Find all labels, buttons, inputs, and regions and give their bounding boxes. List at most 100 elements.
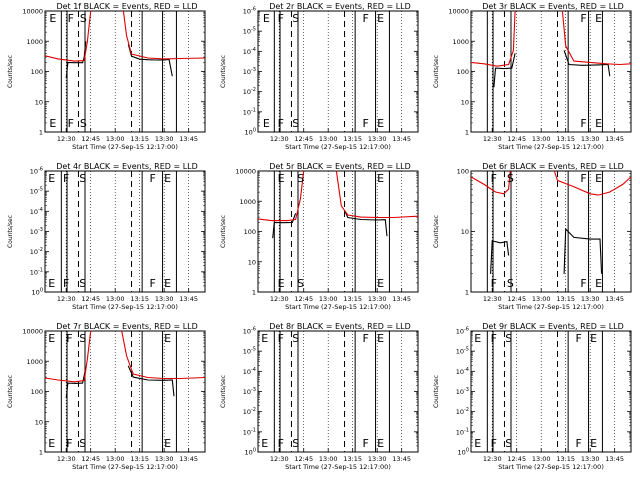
x-axis-label: Start Time (27-Sep-15 12:17:00)	[285, 303, 391, 311]
event-rate-line	[344, 210, 388, 237]
orbit-marker-label-top: F	[580, 12, 586, 25]
y-tick-label: 100	[244, 228, 256, 236]
chart-panel: Det 8r BLACK = Events, RED = LLD Counts/s…	[220, 322, 419, 471]
orbit-marker-label: E	[48, 277, 55, 290]
x-axis-label: Start Time (27-Sep-15 12:17:00)	[72, 143, 178, 151]
y-tick-label: 1	[465, 129, 469, 137]
plot-frame	[470, 330, 632, 453]
chart-panel: Det 9r BLACK = Events, RED = LLD Counts/s…	[433, 322, 632, 471]
orbit-marker-label: S	[297, 277, 304, 290]
orbit-marker-label-top: F	[149, 172, 155, 185]
orbit-marker-label-top: F	[278, 332, 284, 345]
x-tick-label: 13:00	[319, 295, 338, 303]
chart-title: Det 8r BLACK = Events, RED = LLD	[269, 322, 411, 331]
y-tick-label: 1	[39, 449, 43, 457]
x-tick-label: 13:30	[368, 135, 387, 143]
x-axis-label: Start Time (27-Sep-15 12:17:00)	[498, 463, 604, 471]
orbit-marker-label-top: F	[278, 12, 284, 25]
x-tick-label: 13:30	[581, 455, 600, 463]
y-axis-label: Counts/sec	[433, 55, 440, 88]
orbit-marker-label-top: S	[80, 12, 87, 25]
orbit-marker-label-top: E	[48, 172, 55, 185]
orbit-marker-label-top: F	[575, 332, 581, 345]
x-axis-label: Start Time (27-Sep-15 12:17:00)	[498, 143, 604, 151]
y-axis-label: Counts/sec	[7, 215, 14, 248]
x-tick-label: 13:15	[343, 135, 362, 143]
x-tick-label: 13:45	[605, 135, 624, 143]
chart-panel: Det 3r BLACK = Events, RED = LLD Counts/s…	[433, 2, 632, 151]
y-tick-label: 10000	[448, 8, 469, 16]
y-axis-label: Counts/sec	[220, 215, 227, 248]
x-tick-label: 13:00	[106, 455, 125, 463]
lld-rate-line	[470, 170, 511, 195]
y-tick-label: 10	[461, 98, 469, 106]
orbit-marker-label-top: F	[66, 332, 72, 345]
orbit-marker-label: S	[79, 277, 86, 290]
orbit-marker-label: F	[362, 437, 368, 450]
orbit-marker-label: E	[377, 277, 384, 290]
x-tick-label: 13:00	[532, 455, 551, 463]
orbit-marker-label: F	[491, 437, 497, 450]
orbit-marker-label: F	[575, 437, 581, 450]
orbit-marker-label-top: E	[278, 172, 285, 185]
orbit-marker-label-top: F	[68, 12, 74, 25]
y-tick-label: 100	[31, 388, 43, 396]
x-tick-label: 13:45	[392, 455, 411, 463]
orbit-marker-label: E	[261, 437, 268, 450]
orbit-marker-label-top: S	[505, 332, 512, 345]
y-tick-label: 100	[245, 448, 256, 457]
orbit-marker-label: F	[580, 277, 586, 290]
chart-title: Det 3r BLACK = Events, RED = LLD	[482, 2, 624, 11]
x-tick-label: 12:30	[270, 295, 289, 303]
orbit-marker-label: E	[49, 117, 56, 130]
plot-frame	[257, 170, 419, 293]
y-tick-label: 10-5	[243, 27, 256, 36]
y-axis-label: Counts/sec	[220, 55, 227, 88]
y-tick-label: 10-3	[30, 227, 43, 236]
x-tick-label: 12:30	[57, 455, 76, 463]
orbit-marker-label: E	[595, 277, 602, 290]
orbit-marker-label: F	[580, 117, 586, 130]
y-axis-label: Counts/sec	[433, 375, 440, 408]
chart-panel: Det 7r BLACK = Events, RED = LLD Counts/s…	[7, 322, 206, 471]
x-tick-label: 12:45	[507, 455, 526, 463]
x-tick-label: 13:00	[532, 295, 551, 303]
lld-rate-line	[44, 10, 92, 62]
x-tick-label: 13:00	[106, 135, 125, 143]
chart-panel: Det 4r BLACK = Events, RED = LLD Counts/s…	[7, 162, 206, 311]
y-tick-label: 10-2	[243, 407, 256, 416]
orbit-marker-label-top: F	[362, 332, 368, 345]
x-tick-label: 13:45	[605, 455, 624, 463]
x-tick-label: 13:30	[368, 455, 387, 463]
y-tick-label: 1000	[26, 38, 43, 46]
orbit-marker-label: F	[362, 117, 368, 130]
orbit-marker-label-top: F	[63, 172, 69, 185]
orbit-marker-label: S	[79, 437, 86, 450]
x-tick-label: 12:45	[507, 135, 526, 143]
chart-title: Det 1f BLACK = Events, RED = LLD	[56, 2, 197, 11]
y-tick-label: 10-2	[456, 407, 469, 416]
chart-panel: Det 5r BLACK = Events, RED = LLD Counts/s…	[220, 162, 419, 311]
y-tick-label: 10-4	[30, 207, 43, 216]
y-tick-label: 10000	[22, 8, 43, 16]
x-axis-label: Start Time (27-Sep-15 12:17:00)	[498, 303, 604, 311]
chart-title: Det 9r BLACK = Events, RED = LLD	[482, 322, 624, 331]
x-tick-label: 12:30	[270, 135, 289, 143]
y-tick-label: 100	[458, 448, 469, 457]
orbit-marker-label-top: E	[377, 12, 384, 25]
lld-rate-line	[470, 10, 516, 67]
x-tick-label: 13:00	[532, 135, 551, 143]
y-axis-label: Counts/sec	[7, 55, 14, 88]
y-tick-label: 1000	[239, 198, 256, 206]
orbit-marker-label: E	[590, 437, 597, 450]
y-tick-label: 1000	[26, 358, 43, 366]
orbit-marker-label-top: E	[595, 12, 602, 25]
y-tick-label: 10-6	[456, 327, 469, 336]
event-rate-line	[127, 44, 173, 77]
chart-title: Det 6r BLACK = Events, RED = LLD	[482, 162, 624, 171]
orbit-marker-label: E	[48, 437, 55, 450]
orbit-marker-label-top: E	[377, 172, 384, 185]
lld-rate-line	[553, 170, 632, 196]
orbit-marker-label: E	[164, 437, 171, 450]
x-tick-label: 12:30	[483, 135, 502, 143]
